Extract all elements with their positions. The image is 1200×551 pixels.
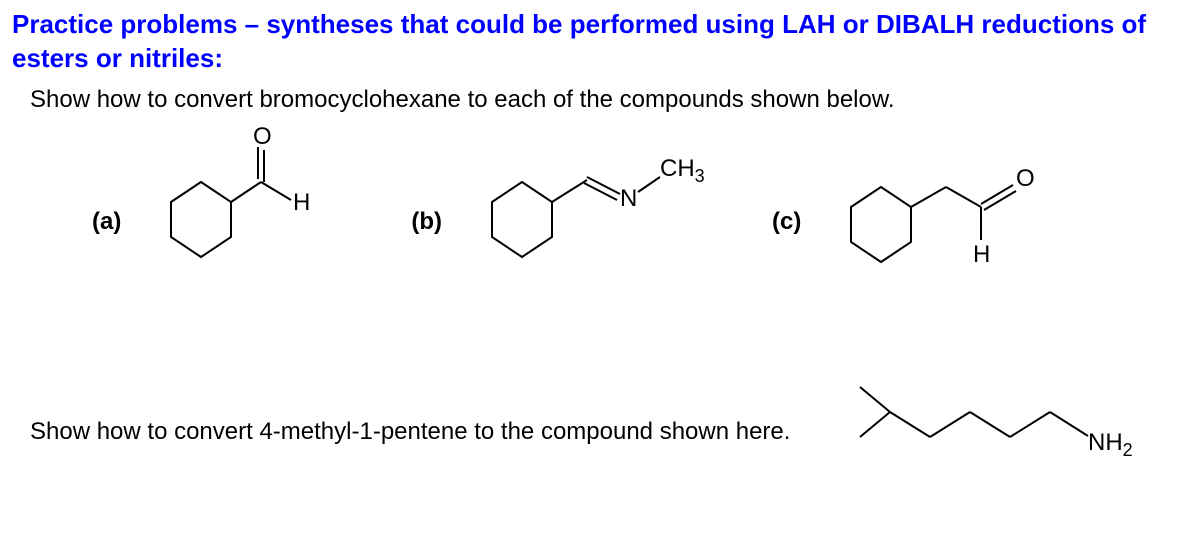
prompt-2: Show how to convert 4-methyl-1-pentene t… (30, 418, 790, 446)
mol-c-block: (c) O H (772, 122, 1061, 282)
label-a: (a) (92, 208, 121, 236)
label-b: (b) (411, 208, 442, 236)
mol-d: NH2 (830, 352, 1170, 472)
label-c: (c) (772, 208, 801, 236)
row-2: Show how to convert 4-methyl-1-pentene t… (30, 352, 1188, 472)
atom-O: O (253, 123, 272, 150)
mol-a: O H (131, 122, 331, 282)
mol-a-block: (a) O H (92, 122, 331, 282)
mol-b: N CH3 (452, 122, 712, 282)
atom-NH2: NH2 (1088, 429, 1133, 460)
prompt-1: Show how to convert bromocyclohexane to … (30, 86, 1188, 114)
mol-c: O H (811, 122, 1061, 282)
page-title: Practice problems – syntheses that could… (12, 8, 1188, 76)
molecule-row-1: (a) O H (b) (92, 122, 1188, 282)
atom-H-c: H (973, 241, 990, 268)
atom-CH3: CH3 (660, 155, 705, 186)
atom-O-c: O (1016, 165, 1035, 192)
mol-b-block: (b) N CH3 (411, 122, 712, 282)
atom-H: H (293, 189, 310, 216)
atom-N: N (620, 185, 637, 212)
